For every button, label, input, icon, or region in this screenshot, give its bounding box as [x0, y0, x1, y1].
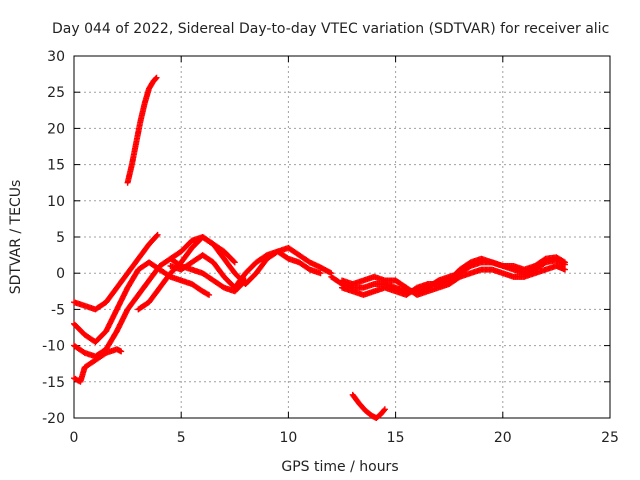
- y-tick-label: 0: [56, 266, 65, 282]
- y-axis-label: SDTVAR / TECUs: [8, 180, 24, 295]
- x-tick-label: 20: [494, 430, 512, 446]
- data-point: [231, 259, 238, 266]
- y-tick-label: 30: [47, 49, 65, 65]
- data-point: [561, 266, 568, 273]
- data-point: [153, 74, 160, 81]
- series-arc-a: [71, 231, 161, 313]
- series-arc-d: [71, 346, 125, 385]
- data-point: [381, 406, 388, 413]
- y-tick-label: 15: [47, 158, 65, 174]
- data-point: [206, 291, 213, 298]
- x-tick-label: 10: [279, 430, 297, 446]
- data-point: [204, 291, 211, 298]
- series-arc-f: [167, 248, 324, 291]
- x-tick-label: 15: [387, 430, 405, 446]
- data-point: [561, 259, 568, 266]
- data-point: [230, 258, 237, 265]
- series-arc-rising-high: [124, 74, 160, 186]
- y-tick-label: -5: [51, 302, 65, 318]
- x-tick-label: 0: [70, 430, 79, 446]
- y-tick-label: 5: [56, 230, 65, 246]
- series-arc-b: [71, 259, 213, 345]
- x-axis-label: GPS time / hours: [281, 459, 398, 475]
- x-tick-label: 5: [177, 430, 186, 446]
- data-point: [118, 348, 125, 355]
- data-point: [152, 75, 159, 82]
- series-arc-g: [167, 234, 238, 266]
- data-point: [381, 407, 388, 414]
- x-tick-label: 25: [601, 430, 619, 446]
- data-point: [317, 270, 324, 277]
- y-tick-label: -10: [42, 339, 65, 355]
- series-arc-j: [339, 254, 568, 298]
- series-arc-low-descending: [349, 391, 388, 421]
- y-tick-label: 20: [47, 121, 65, 137]
- y-tick-label: -15: [42, 375, 65, 391]
- data-point: [153, 232, 160, 239]
- y-tick-label: 25: [47, 85, 65, 101]
- axis-ticks: 0 5 10 15 20 25 -20 -15 -10 -5 0 5 10 15 20 25 30: [42, 49, 619, 446]
- data-point: [560, 258, 567, 265]
- y-tick-label: 10: [47, 194, 65, 210]
- series-arc-i: [339, 262, 568, 298]
- plot-area: [71, 74, 568, 421]
- data-point: [154, 231, 161, 238]
- y-tick-label: -20: [42, 411, 65, 427]
- chart-title: Day 044 of 2022, Sidereal Day-to-day VTE…: [52, 21, 609, 37]
